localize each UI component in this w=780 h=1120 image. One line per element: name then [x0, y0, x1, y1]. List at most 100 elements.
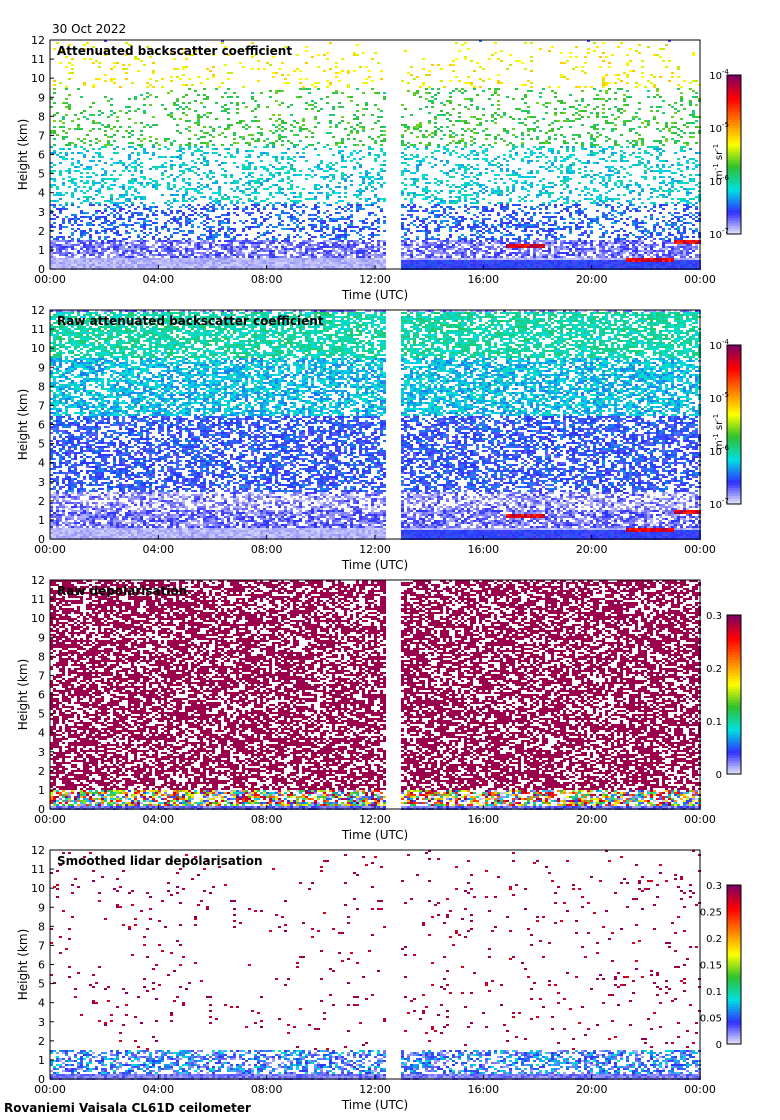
y-tick-label: 6: [38, 149, 45, 162]
x-tick-label: 00:00: [34, 273, 66, 286]
colorbar-tick-label: 0.1: [706, 717, 722, 728]
colorbar: 0.3 0.2 0.1 0: [706, 611, 741, 781]
colorbar-tick-label: 0.2: [706, 934, 722, 945]
x-tick-label: 16:00: [467, 1083, 499, 1096]
y-tick-label: 11: [31, 53, 45, 66]
y-tick-label: 10: [31, 882, 45, 895]
y-tick-label: 8: [38, 920, 45, 933]
x-tick-label: 16:00: [467, 543, 499, 556]
colorbar: 0.30.250.20.150.10.050: [700, 881, 741, 1051]
colorbar-tick-exponent: -4: [722, 338, 730, 346]
x-tick-label: 00:00: [34, 543, 66, 556]
y-axis-label: Height (km): [16, 119, 30, 190]
y-tick-label: 3: [38, 476, 45, 489]
colorbar-unit: m-1 sr-1: [712, 144, 725, 180]
colorbar-tick-exponent: -7: [722, 497, 729, 505]
y-tick-label: 9: [38, 361, 45, 374]
y-tick-label: 5: [38, 978, 45, 991]
x-tick-label: 20:00: [576, 813, 608, 826]
x-tick-label: 20:00: [576, 543, 608, 556]
y-tick-label: 5: [38, 708, 45, 721]
y-axis-label: Height (km): [16, 389, 30, 460]
x-tick-label: 08:00: [251, 1083, 283, 1096]
instrument-label: Rovaniemi Vaisala CL61D ceilometer: [4, 1101, 251, 1115]
x-tick-label: 12:00: [359, 1083, 391, 1096]
x-tick-label: 16:00: [467, 273, 499, 286]
x-tick-label: 20:00: [576, 1083, 608, 1096]
panel-title: Attenuated backscatter coefficient: [57, 44, 292, 58]
y-tick-label: 4: [38, 727, 45, 740]
colorbar-tick-label: 0.05: [700, 1014, 722, 1025]
colorbar-tick-label: 10: [709, 500, 722, 511]
x-axis-label: Time (UTC): [341, 828, 408, 842]
colorbar-tick-label: 0: [716, 1040, 722, 1051]
x-tick-label: 12:00: [359, 813, 391, 826]
y-tick-label: 12: [31, 34, 45, 47]
y-tick-label: 3: [38, 1016, 45, 1029]
y-tick-label: 12: [31, 304, 45, 317]
y-tick-label: 12: [31, 574, 45, 587]
y-tick-label: 2: [38, 225, 45, 238]
y-tick-label: 4: [38, 187, 45, 200]
colorbar-tick-exponent: -4: [722, 68, 730, 76]
y-axis-label: Height (km): [16, 929, 30, 1000]
colorbar-unit: m-1 sr-1: [712, 414, 725, 450]
x-tick-label: 04:00: [142, 1083, 174, 1096]
colorbar-tick-label: 10: [709, 394, 722, 405]
y-tick-label: 5: [38, 438, 45, 451]
x-tick-label: 04:00: [142, 813, 174, 826]
y-tick-label: 4: [38, 457, 45, 470]
heatmap-cells: [50, 580, 701, 810]
colorbar-tick-label: 0.2: [706, 664, 722, 675]
y-tick-label: 10: [31, 612, 45, 625]
y-tick-label: 2: [38, 765, 45, 778]
y-tick-label: 1: [38, 244, 45, 257]
y-tick-label: 7: [38, 669, 45, 682]
y-tick-label: 1: [38, 1054, 45, 1067]
y-tick-label: 6: [38, 959, 45, 972]
y-tick-label: 11: [31, 323, 45, 336]
y-tick-label: 4: [38, 997, 45, 1010]
y-tick-label: 9: [38, 91, 45, 104]
colorbar-tick-label: 0.1: [706, 987, 722, 998]
x-tick-label: 20:00: [576, 273, 608, 286]
y-tick-label: 10: [31, 342, 45, 355]
x-tick-label: 12:00: [359, 273, 391, 286]
colorbar-tick-label: 0: [716, 770, 722, 781]
colorbar-tick-exponent: -7: [722, 227, 729, 235]
x-tick-label: 08:00: [251, 273, 283, 286]
x-tick-label: 00:00: [684, 813, 716, 826]
y-tick-label: 8: [38, 110, 45, 123]
x-tick-label: 04:00: [142, 543, 174, 556]
y-tick-label: 6: [38, 689, 45, 702]
y-tick-label: 2: [38, 1035, 45, 1048]
x-axis-label: Time (UTC): [341, 558, 408, 572]
y-tick-label: 9: [38, 631, 45, 644]
x-tick-label: 00:00: [684, 1083, 716, 1096]
y-tick-label: 8: [38, 650, 45, 663]
x-tick-label: 00:00: [34, 813, 66, 826]
y-axis-label: Height (km): [16, 659, 30, 730]
x-tick-label: 00:00: [684, 273, 716, 286]
colorbar-tick-label: 0.3: [706, 611, 722, 622]
plot-frame: [50, 850, 700, 1079]
panel-title: Smoothed lidar depolarisation: [57, 854, 263, 868]
colorbar-tick-label: 10: [709, 341, 722, 352]
x-tick-label: 16:00: [467, 813, 499, 826]
colorbar: 10-410-510-610 -7m-1 sr-1: [709, 68, 741, 241]
y-tick-label: 9: [38, 901, 45, 914]
y-tick-label: 11: [31, 863, 45, 876]
x-tick-label: 08:00: [251, 543, 283, 556]
x-tick-label: 08:00: [251, 813, 283, 826]
heatmap-cells: [50, 850, 701, 1080]
colorbar-tick-exponent: -5: [722, 121, 729, 129]
y-tick-label: 1: [38, 514, 45, 527]
colorbar-tick-label: 10: [709, 124, 722, 135]
y-tick-label: 12: [31, 844, 45, 857]
y-tick-label: 7: [38, 399, 45, 412]
y-tick-label: 1: [38, 784, 45, 797]
x-axis-label: Time (UTC): [341, 1098, 408, 1112]
